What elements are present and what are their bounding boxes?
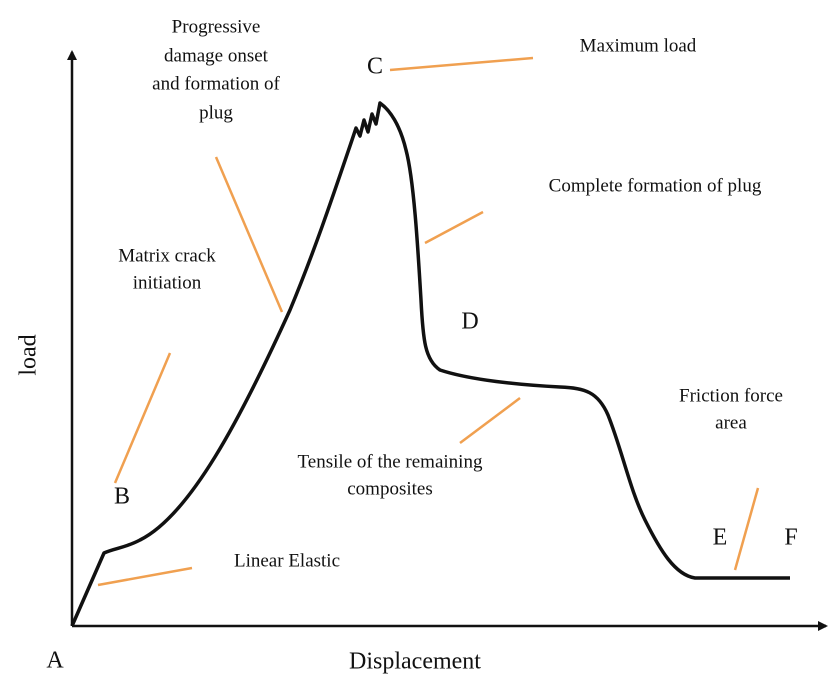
annotation: Maximum load (580, 35, 697, 56)
leader-line (113, 352, 172, 484)
x-axis-label: Displacement (349, 649, 481, 675)
y-axis-label: load (16, 334, 42, 375)
point-label: C (367, 54, 383, 80)
leader-line (214, 156, 284, 313)
point-label: B (114, 484, 130, 510)
annotation: Linear Elastic (234, 550, 340, 571)
leader-line (97, 566, 193, 587)
annotation: and formation of (152, 73, 280, 94)
leader-line (389, 56, 534, 72)
annotation: Friction force (679, 385, 783, 406)
annotation: area (715, 412, 747, 433)
annotation: composites (347, 478, 433, 499)
annotation: Progressive (172, 16, 261, 37)
annotation: initiation (133, 272, 202, 293)
leader-line (733, 487, 760, 571)
annotation: Matrix crack (118, 245, 216, 266)
point-label: D (461, 309, 478, 335)
point-label: A (46, 648, 64, 674)
annotation: Tensile of the remaining (298, 451, 483, 472)
point-label: F (784, 525, 797, 551)
annotation: damage onset (164, 45, 269, 66)
leader-line (424, 210, 484, 245)
annotation: Complete formation of plug (549, 175, 762, 196)
point-label: E (713, 525, 728, 551)
annotation: plug (199, 102, 233, 123)
load-curve (70, 101, 790, 627)
leader-line (459, 397, 521, 444)
